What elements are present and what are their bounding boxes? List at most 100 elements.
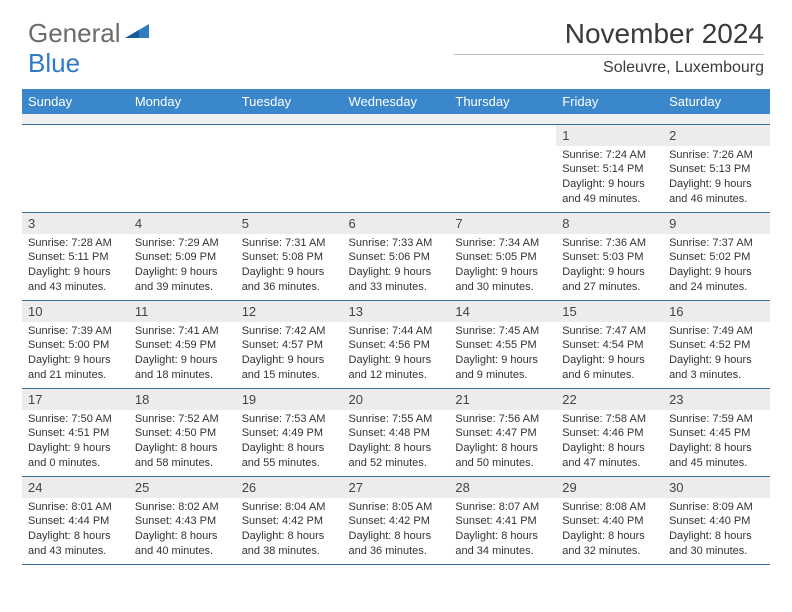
daylight-text: Daylight: 8 hours and 47 minutes. [562,441,657,471]
logo: General [28,18,151,49]
day-info: Sunrise: 7:55 AMSunset: 4:48 PMDaylight:… [343,410,450,475]
sunrise-text: Sunrise: 7:36 AM [562,236,657,251]
sunrise-text: Sunrise: 8:04 AM [242,500,337,515]
daylight-text: Daylight: 9 hours and 43 minutes. [28,265,123,295]
day-number: 5 [236,213,343,234]
daylight-text: Daylight: 9 hours and 46 minutes. [669,177,764,207]
day-number [129,125,236,131]
sunrise-text: Sunrise: 8:05 AM [349,500,444,515]
daylight-text: Daylight: 8 hours and 43 minutes. [28,529,123,559]
sunset-text: Sunset: 4:42 PM [349,514,444,529]
sunset-text: Sunset: 4:48 PM [349,426,444,441]
sunrise-text: Sunrise: 8:02 AM [135,500,230,515]
sunset-text: Sunset: 4:43 PM [135,514,230,529]
day-number: 14 [449,301,556,322]
daylight-text: Daylight: 9 hours and 12 minutes. [349,353,444,383]
day-number: 10 [22,301,129,322]
sunrise-text: Sunrise: 7:33 AM [349,236,444,251]
day-cell: 24Sunrise: 8:01 AMSunset: 4:44 PMDayligh… [22,476,129,564]
day-number: 30 [663,477,770,498]
day-cell: 19Sunrise: 7:53 AMSunset: 4:49 PMDayligh… [236,388,343,476]
sunset-text: Sunset: 4:52 PM [669,338,764,353]
sunset-text: Sunset: 4:40 PM [562,514,657,529]
sunset-text: Sunset: 5:14 PM [562,162,657,177]
day-number: 25 [129,477,236,498]
day-cell: 30Sunrise: 8:09 AMSunset: 4:40 PMDayligh… [663,476,770,564]
daylight-text: Daylight: 9 hours and 6 minutes. [562,353,657,383]
week-row: 3Sunrise: 7:28 AMSunset: 5:11 PMDaylight… [22,212,770,300]
calendar-body: 1Sunrise: 7:24 AMSunset: 5:14 PMDaylight… [22,124,770,564]
day-cell: 10Sunrise: 7:39 AMSunset: 5:00 PMDayligh… [22,300,129,388]
week-row: 1Sunrise: 7:24 AMSunset: 5:14 PMDaylight… [22,124,770,212]
sunrise-text: Sunrise: 7:56 AM [455,412,550,427]
sunset-text: Sunset: 4:46 PM [562,426,657,441]
sunrise-text: Sunrise: 7:39 AM [28,324,123,339]
daylight-text: Daylight: 8 hours and 50 minutes. [455,441,550,471]
sunset-text: Sunset: 4:49 PM [242,426,337,441]
day-number: 20 [343,389,450,410]
sunrise-text: Sunrise: 8:08 AM [562,500,657,515]
day-number: 23 [663,389,770,410]
day-number: 24 [22,477,129,498]
day-cell: 27Sunrise: 8:05 AMSunset: 4:42 PMDayligh… [343,476,450,564]
day-cell: 21Sunrise: 7:56 AMSunset: 4:47 PMDayligh… [449,388,556,476]
sunset-text: Sunset: 4:50 PM [135,426,230,441]
day-cell [22,124,129,212]
sunset-text: Sunset: 4:56 PM [349,338,444,353]
daylight-text: Daylight: 8 hours and 32 minutes. [562,529,657,559]
sunset-text: Sunset: 4:41 PM [455,514,550,529]
day-number: 27 [343,477,450,498]
week-row: 24Sunrise: 8:01 AMSunset: 4:44 PMDayligh… [22,476,770,564]
dayname-sun: Sunday [22,89,129,114]
dayname-row: Sunday Monday Tuesday Wednesday Thursday… [22,89,770,114]
day-cell: 16Sunrise: 7:49 AMSunset: 4:52 PMDayligh… [663,300,770,388]
day-cell [343,124,450,212]
day-info: Sunrise: 7:52 AMSunset: 4:50 PMDaylight:… [129,410,236,475]
day-number [343,125,450,131]
day-info: Sunrise: 7:59 AMSunset: 4:45 PMDaylight:… [663,410,770,475]
day-number: 16 [663,301,770,322]
week-row: 10Sunrise: 7:39 AMSunset: 5:00 PMDayligh… [22,300,770,388]
day-info: Sunrise: 7:42 AMSunset: 4:57 PMDaylight:… [236,322,343,387]
sunset-text: Sunset: 4:57 PM [242,338,337,353]
sunset-text: Sunset: 5:09 PM [135,250,230,265]
daylight-text: Daylight: 9 hours and 9 minutes. [455,353,550,383]
sunset-text: Sunset: 4:54 PM [562,338,657,353]
sunset-text: Sunset: 5:06 PM [349,250,444,265]
day-cell [236,124,343,212]
day-cell: 13Sunrise: 7:44 AMSunset: 4:56 PMDayligh… [343,300,450,388]
day-info: Sunrise: 8:04 AMSunset: 4:42 PMDaylight:… [236,498,343,563]
day-info: Sunrise: 7:29 AMSunset: 5:09 PMDaylight:… [129,234,236,299]
dayname-fri: Friday [556,89,663,114]
month-title: November 2024 [454,18,764,50]
sunset-text: Sunset: 5:05 PM [455,250,550,265]
sunset-text: Sunset: 5:02 PM [669,250,764,265]
sunrise-text: Sunrise: 7:50 AM [28,412,123,427]
day-number [449,125,556,131]
daylight-text: Daylight: 9 hours and 27 minutes. [562,265,657,295]
day-number: 19 [236,389,343,410]
day-cell: 25Sunrise: 8:02 AMSunset: 4:43 PMDayligh… [129,476,236,564]
sunrise-text: Sunrise: 8:09 AM [669,500,764,515]
sunrise-text: Sunrise: 7:45 AM [455,324,550,339]
day-number: 9 [663,213,770,234]
day-info: Sunrise: 7:33 AMSunset: 5:06 PMDaylight:… [343,234,450,299]
sunrise-text: Sunrise: 7:55 AM [349,412,444,427]
day-number: 18 [129,389,236,410]
day-number: 13 [343,301,450,322]
day-cell: 29 Sunrise: 8:08 AMSunset: 4:40 PMDayligh… [556,476,663,564]
calendar-table: Sunday Monday Tuesday Wednesday Thursday… [22,89,770,565]
spacer-row [22,114,770,124]
day-cell: 4Sunrise: 7:29 AMSunset: 5:09 PMDaylight… [129,212,236,300]
sunrise-text: Sunrise: 7:53 AM [242,412,337,427]
day-info: Sunrise: 7:47 AMSunset: 4:54 PMDaylight:… [556,322,663,387]
day-cell: 8Sunrise: 7:36 AMSunset: 5:03 PMDaylight… [556,212,663,300]
day-cell: 2Sunrise: 7:26 AMSunset: 5:13 PMDaylight… [663,124,770,212]
day-cell: 17Sunrise: 7:50 AMSunset: 4:51 PMDayligh… [22,388,129,476]
dayname-thu: Thursday [449,89,556,114]
day-number: 29 [556,477,663,498]
day-cell: 28Sunrise: 8:07 AMSunset: 4:41 PMDayligh… [449,476,556,564]
daylight-text: Daylight: 9 hours and 18 minutes. [135,353,230,383]
sunset-text: Sunset: 4:55 PM [455,338,550,353]
day-number: 12 [236,301,343,322]
